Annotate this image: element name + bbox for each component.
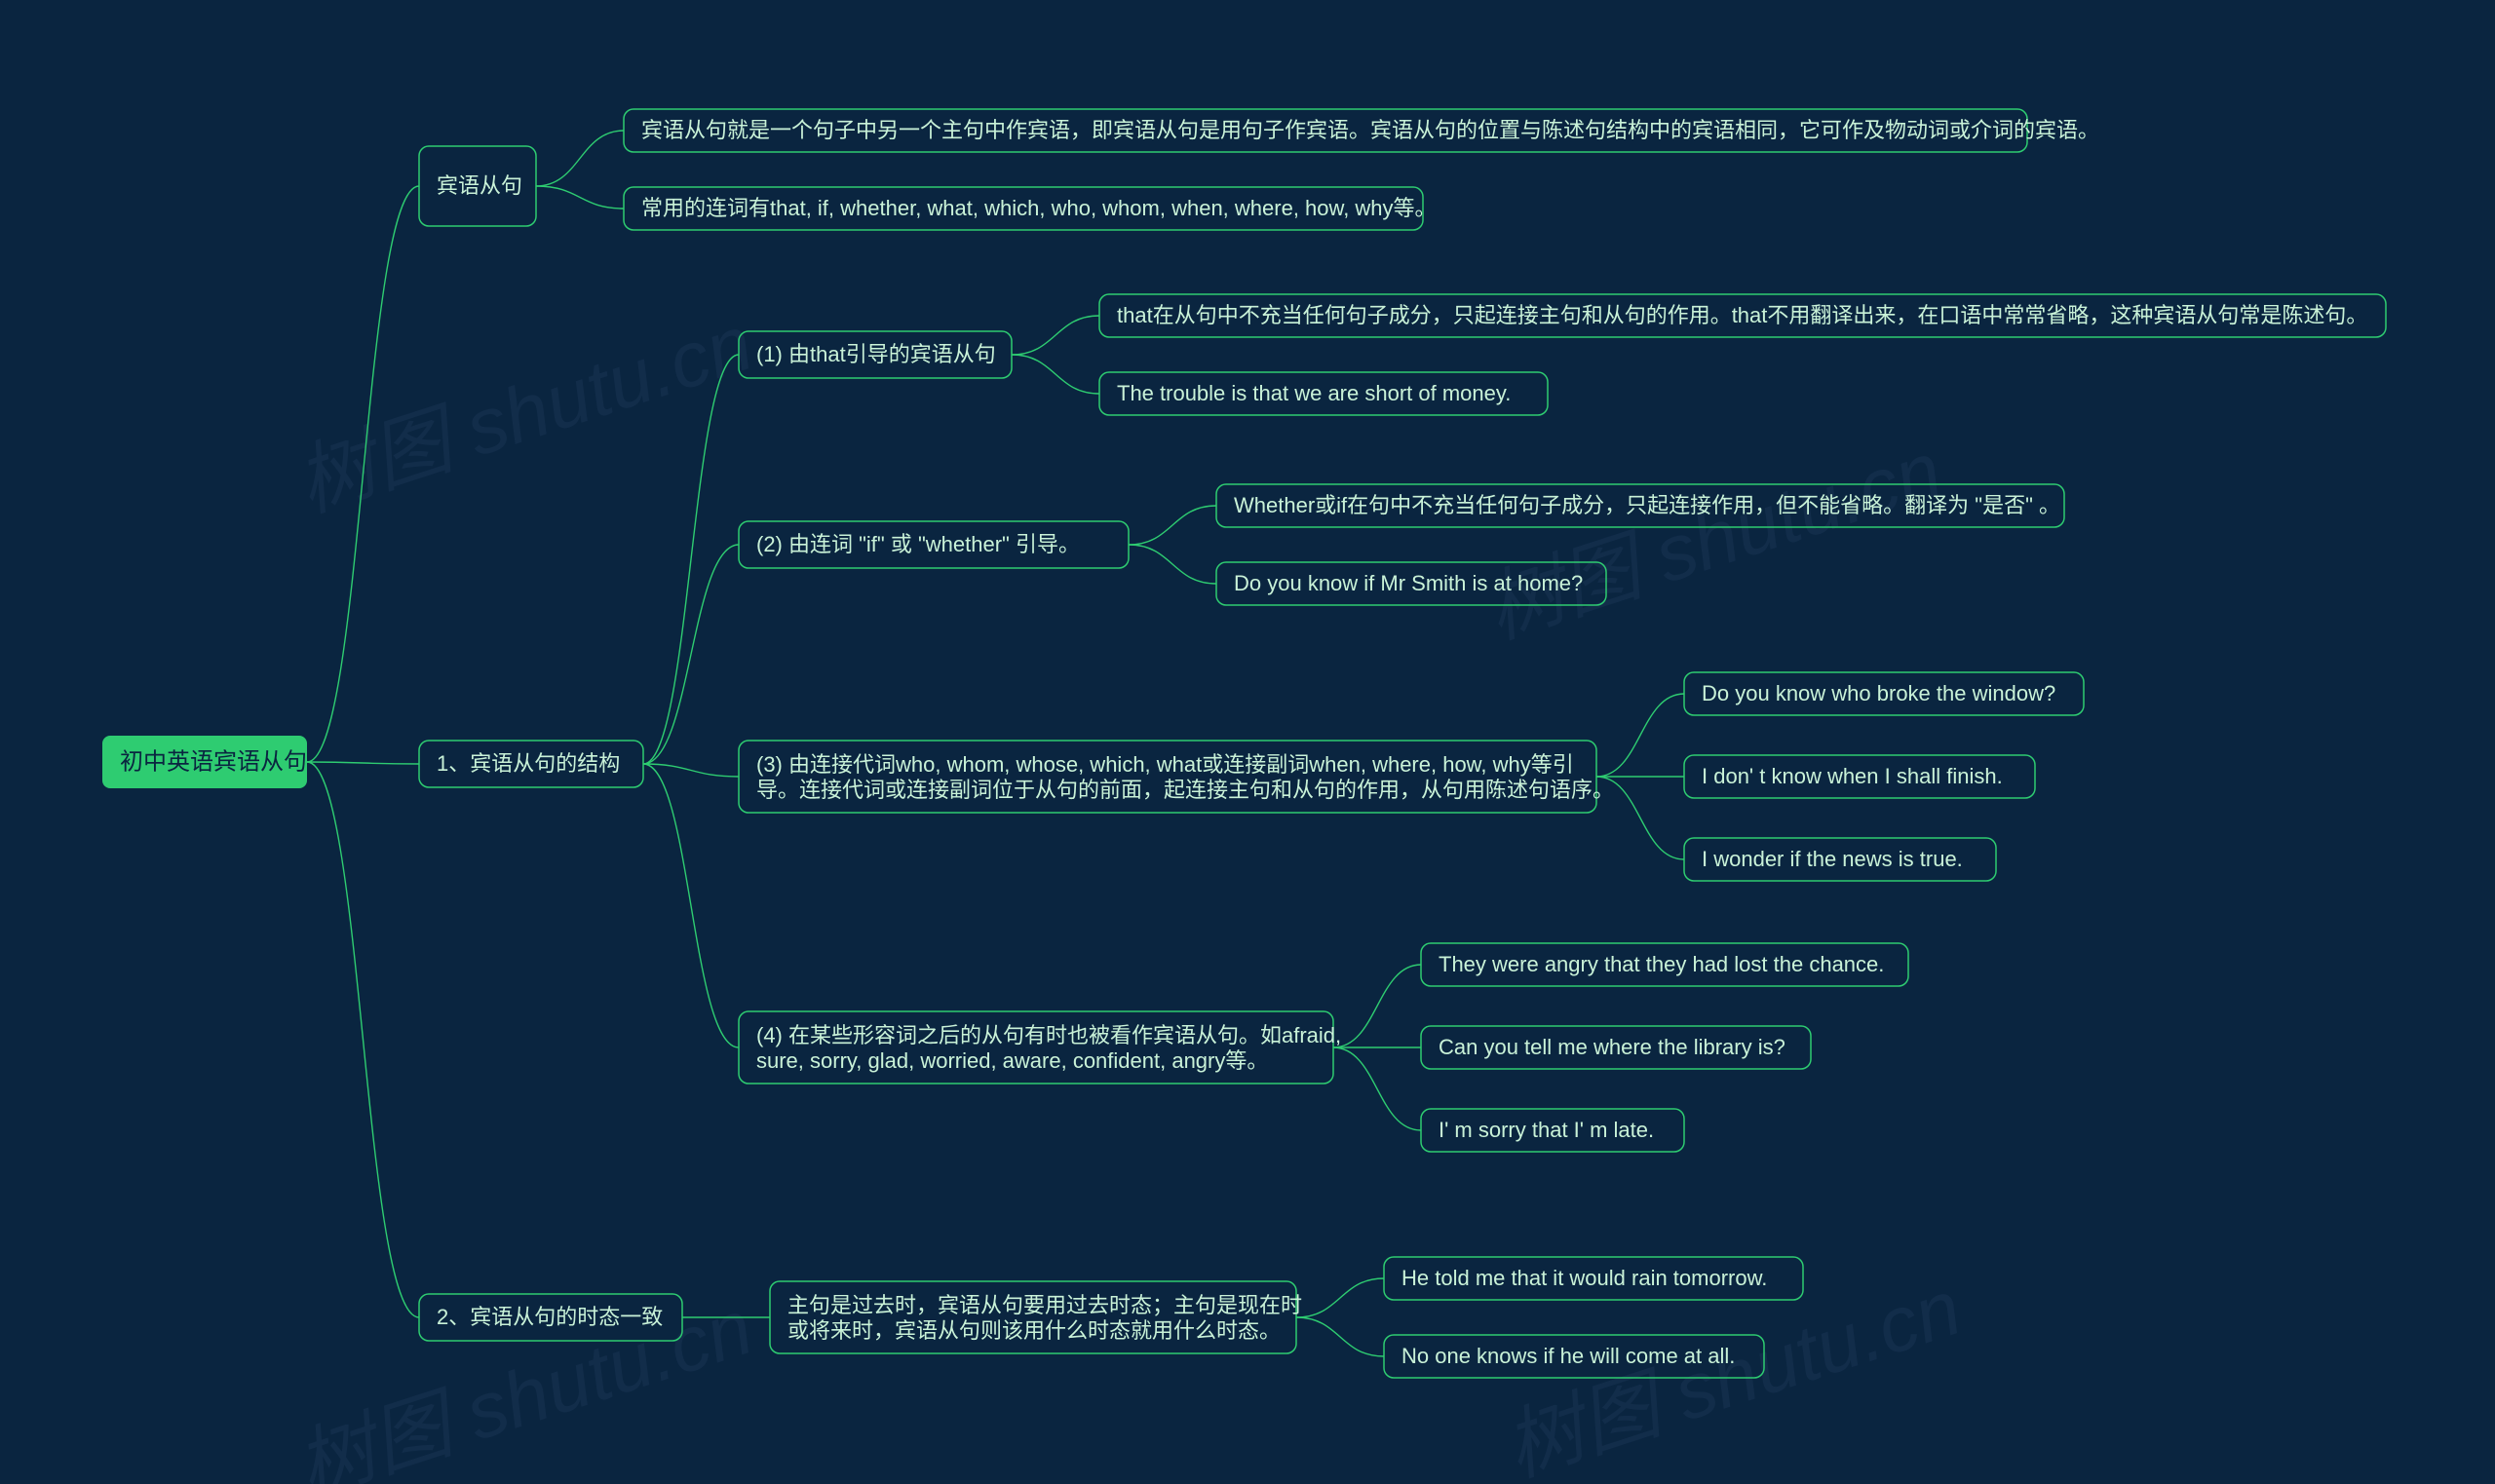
node-label: (3) 由连接代词who, whom, whose, which, what或连… xyxy=(756,752,1574,777)
node-label: Can you tell me where the library is? xyxy=(1439,1035,1785,1059)
connector xyxy=(1129,545,1216,584)
node-label: They were angry that they had lost the c… xyxy=(1439,952,1884,976)
mindmap-node[interactable]: They were angry that they had lost the c… xyxy=(1421,943,1908,986)
mindmap-node[interactable]: I wonder if the news is true. xyxy=(1684,838,1996,881)
connector xyxy=(307,762,419,1317)
mindmap-node[interactable]: 常用的连词有that, if, whether, what, which, wh… xyxy=(624,187,1437,230)
mindmap-node[interactable]: The trouble is that we are short of mone… xyxy=(1099,372,1548,415)
node-label: 宾语从句就是一个句子中另一个主句中作宾语，即宾语从句是用句子作宾语。宾语从句的位… xyxy=(641,118,2099,142)
node-label: 2、宾语从句的时态一致 xyxy=(437,1305,663,1329)
node-label: 1、宾语从句的结构 xyxy=(437,751,620,776)
connector xyxy=(1296,1278,1384,1317)
mindmap-node[interactable]: I don' t know when I shall finish. xyxy=(1684,755,2035,798)
mindmap-node[interactable]: 宾语从句 xyxy=(419,146,536,226)
node-label: 宾语从句 xyxy=(437,173,522,198)
node-label: Whether或if在句中不充当任何句子成分，只起连接作用，但不能省略。翻译为 … xyxy=(1234,493,2060,517)
connector xyxy=(643,545,739,764)
node-label: Do you know who broke the window? xyxy=(1702,681,2055,705)
node-label: that在从句中不充当任何句子成分，只起连接主句和从句的作用。that不用翻译出… xyxy=(1117,303,2367,327)
mindmap-node[interactable]: 宾语从句就是一个句子中另一个主句中作宾语，即宾语从句是用句子作宾语。宾语从句的位… xyxy=(624,109,2099,152)
node-label: He told me that it would rain tomorrow. xyxy=(1401,1266,1767,1290)
watermark: 树图 shutu.cn xyxy=(1476,426,1951,654)
mindmap-node[interactable]: (2) 由连词 "if" 或 "whether" 引导。 xyxy=(739,521,1129,568)
root-node[interactable]: 初中英语宾语从句 xyxy=(102,736,307,788)
connector xyxy=(536,131,624,186)
node-label: I don' t know when I shall finish. xyxy=(1702,764,2003,788)
node-label: No one knows if he will come at all. xyxy=(1401,1344,1735,1368)
mindmap-node[interactable]: He told me that it would rain tomorrow. xyxy=(1384,1257,1803,1300)
mindmap-node[interactable]: (1) 由that引导的宾语从句 xyxy=(739,331,1012,378)
node-label: 主句是过去时，宾语从句要用过去时态；主句是现在时 xyxy=(787,1293,1302,1317)
node-label: Do you know if Mr Smith is at home? xyxy=(1234,571,1583,595)
mindmap-node[interactable]: I' m sorry that I' m late. xyxy=(1421,1109,1684,1152)
node-label: I' m sorry that I' m late. xyxy=(1439,1118,1654,1142)
connector xyxy=(536,186,624,209)
connector xyxy=(1333,965,1421,1047)
connector xyxy=(1333,1047,1421,1130)
connector xyxy=(643,764,739,1047)
node-label: I wonder if the news is true. xyxy=(1702,847,1963,871)
node-label: sure, sorry, glad, worried, aware, confi… xyxy=(756,1048,1268,1073)
mindmap-node[interactable]: (3) 由连接代词who, whom, whose, which, what或连… xyxy=(739,741,1614,813)
watermark: 树图 shutu.cn xyxy=(287,299,762,527)
node-label: (1) 由that引导的宾语从句 xyxy=(756,342,996,366)
mindmap-node[interactable]: 主句是过去时，宾语从句要用过去时态；主句是现在时或将来时，宾语从句则该用什么时态… xyxy=(770,1281,1302,1353)
mindmap-node[interactable]: Do you know who broke the window? xyxy=(1684,672,2084,715)
mindmap-node[interactable]: Can you tell me where the library is? xyxy=(1421,1026,1811,1069)
connector xyxy=(307,762,419,764)
watermark: 树图 shutu.cn xyxy=(1495,1264,1971,1484)
mindmap-node[interactable]: 1、宾语从句的结构 xyxy=(419,741,643,787)
mindmap-canvas: 树图 shutu.cn树图 shutu.cn树图 shutu.cn树图 shut… xyxy=(0,0,2495,1484)
mindmap-node[interactable]: that在从句中不充当任何句子成分，只起连接主句和从句的作用。that不用翻译出… xyxy=(1099,294,2386,337)
node-label: 常用的连词有that, if, whether, what, which, wh… xyxy=(641,196,1437,220)
node-label: The trouble is that we are short of mone… xyxy=(1117,381,1511,405)
connector xyxy=(1129,506,1216,545)
connector xyxy=(1012,355,1099,394)
connector xyxy=(1296,1317,1384,1356)
connector xyxy=(1596,694,1684,777)
node-label: (2) 由连词 "if" 或 "whether" 引导。 xyxy=(756,532,1080,556)
connector xyxy=(643,355,739,764)
mindmap-node[interactable]: (4) 在某些形容词之后的从句有时也被看作宾语从句。如afraid,sure, … xyxy=(739,1011,1341,1084)
node-label: (4) 在某些形容词之后的从句有时也被看作宾语从句。如afraid, xyxy=(756,1023,1341,1047)
connector xyxy=(1012,316,1099,355)
node-label: 初中英语宾语从句 xyxy=(120,748,307,775)
node-label: 导。连接代词或连接副词位于从句的前面，起连接主句和从句的作用，从句用陈述句语序。 xyxy=(756,778,1614,802)
node-label: 或将来时，宾语从句则该用什么时态就用什么时态。 xyxy=(787,1318,1281,1343)
